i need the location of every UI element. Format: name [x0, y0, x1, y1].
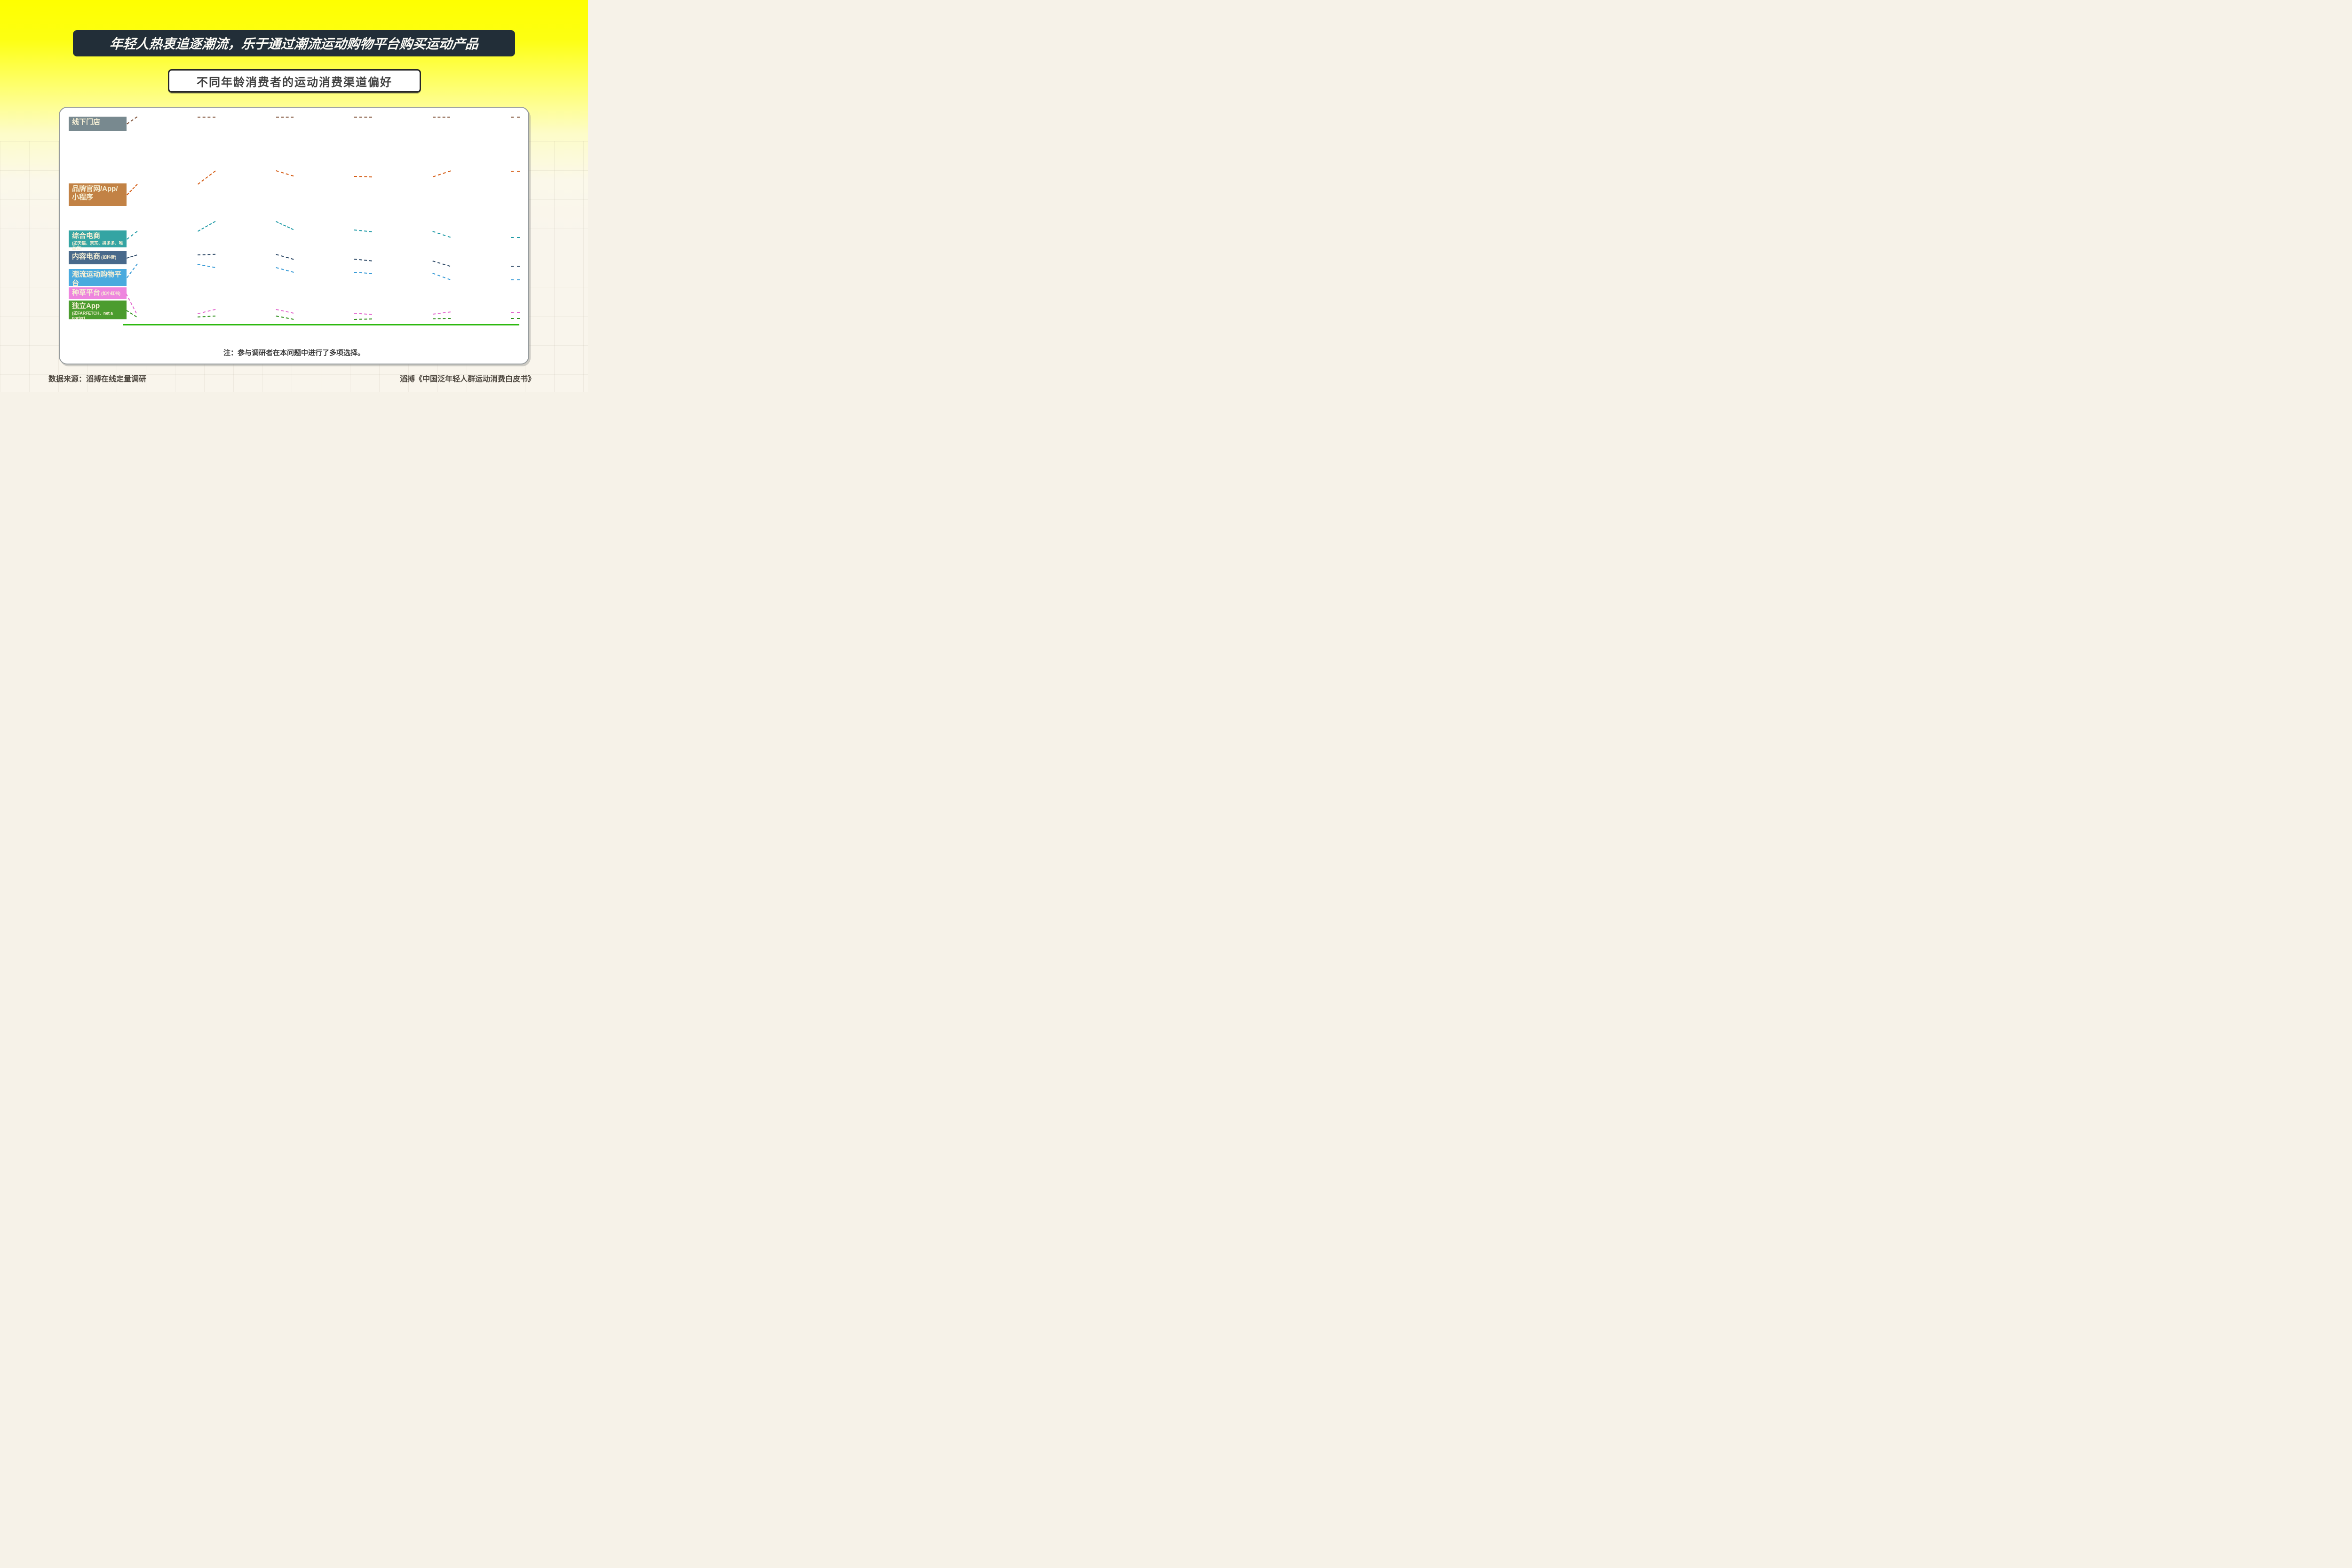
legend-item: 线下门店 [69, 117, 127, 131]
legend-label: 品牌官网/App/小程序 [72, 184, 118, 202]
connector-line [198, 316, 215, 317]
publication-text: 滔搏《中国泛年轻人群运动消费白皮书》 [399, 375, 535, 383]
connector-line [275, 253, 294, 260]
connector-line [432, 116, 450, 118]
banner: 年轻人热衷追逐潮流，乐于通过潮流运动购物平台购买运动产品 [73, 30, 515, 56]
connector-line [432, 170, 451, 177]
legend-label: 内容电商 [72, 252, 101, 261]
connector-line [127, 183, 138, 195]
connector-line [275, 267, 294, 273]
connector-line [276, 116, 294, 118]
connector-line [511, 266, 520, 267]
connector-line [511, 116, 520, 118]
connector-line [275, 221, 294, 230]
legend-sublabel: (如天猫、京东、拼多多、唯品会) [72, 240, 123, 251]
connector-line [126, 310, 137, 317]
connector-line [511, 170, 520, 172]
connector-line [198, 221, 216, 232]
legend-label: 种草平台 [72, 289, 101, 297]
connector-line [127, 116, 138, 125]
connector-line [354, 271, 372, 274]
connector-line [275, 170, 294, 177]
connector-line [354, 259, 372, 261]
connector-line [354, 116, 372, 118]
connector-line [354, 229, 372, 232]
connector-line [511, 318, 520, 319]
connector-line [127, 263, 138, 278]
connector-line [198, 309, 215, 314]
legend-label: 潮流运动购物平台 [72, 270, 122, 287]
subtitle-box: 不同年龄消费者的运动消费渠道偏好 [168, 69, 421, 93]
legend-label: 线下门店 [72, 118, 101, 126]
source-text: 数据来源：滔搏在线定量调研 [48, 375, 147, 383]
legend-item: 独立App (如FARFETCH、net a porter) [69, 301, 127, 321]
connector-line [432, 273, 450, 280]
connector-line [432, 260, 450, 267]
connector-line [354, 318, 372, 320]
legend-sublabel: (如小红书) [101, 291, 120, 296]
connector-line [198, 170, 216, 185]
connector-line [354, 312, 372, 315]
chart-card [59, 107, 529, 364]
legend-item: 潮流运动购物平台(如得物、识货、滔搏) [69, 269, 127, 293]
connector-line [511, 237, 520, 238]
connector-line [276, 316, 294, 320]
baseline [123, 324, 519, 325]
connector-line [511, 279, 520, 280]
legend-label: 独立App [72, 302, 100, 310]
chart-area: 线下门店 品牌官网/App/小程序 综合电商 (如天猫、京东、拼多多、唯品会) 内容电商… [0, 0, 588, 392]
connector-line [198, 253, 215, 255]
legend-label: 综合电商 [72, 232, 101, 240]
connector-line [197, 263, 215, 268]
connector-line [198, 116, 215, 118]
connector-line [126, 293, 137, 314]
connector-line [432, 231, 450, 238]
legend-item: 品牌官网/App/小程序 [69, 183, 127, 206]
legend-item: 综合电商 (如天猫、京东、拼多多、唯品会) [69, 230, 127, 250]
legend-sublabel: (如FARFETCH、net a porter) [72, 310, 113, 321]
legend-sublabel: (如抖音) [101, 254, 117, 260]
subtitle-text: 不同年龄消费者的运动消费渠道偏好 [197, 76, 392, 89]
connector-line [127, 254, 137, 259]
connector-line [127, 231, 138, 240]
legend-item: 种草平台 (如小红书) [69, 287, 127, 299]
legend-item: 内容电商 (如抖音) [69, 251, 127, 264]
connector-line [354, 175, 372, 177]
connector-line [432, 311, 451, 315]
page: 年轻人热衷追逐潮流，乐于通过潮流运动购物平台购买运动产品 不同年龄消费者的运动消… [0, 0, 588, 392]
connector-line [511, 311, 520, 313]
connector-line [276, 309, 294, 314]
note-text: 注：参与调研者在本问题中进行了多项选择。 [223, 349, 365, 357]
connector-line [432, 318, 451, 320]
